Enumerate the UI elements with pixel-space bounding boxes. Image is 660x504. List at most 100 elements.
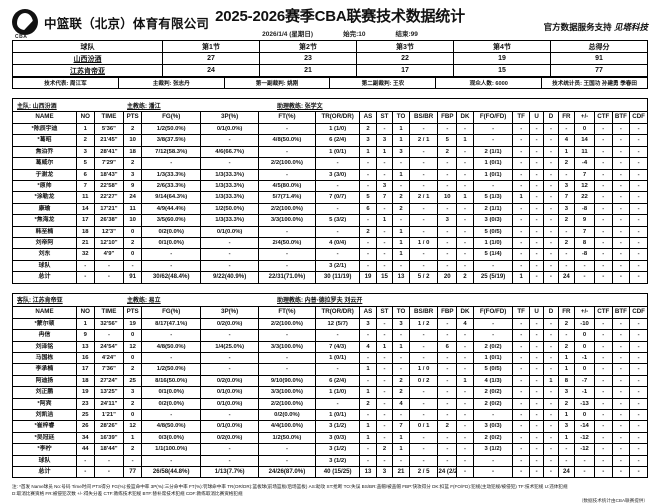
- cell-as: -: [359, 408, 377, 422]
- col-header-name: NAME: [12, 305, 77, 319]
- cell--: 14: [574, 134, 595, 147]
- player-row[interactable]: *阿宾 23 24'11" 2 0/2(0.0%) 0/1(0.0%) 2/2(100.0%…: [12, 397, 648, 410]
- player-row[interactable]: *崔梓睿 26 28'26" 12 4/8(50.0%) 0/1(0.0%) 4/4(100…: [12, 420, 648, 433]
- player-row[interactable]: 韩至楠 18 12'3" 0 0/2(0.0%) 0/1(0.0%) - -2-1- - -5 (…: [12, 225, 648, 239]
- cell-tf: -: [512, 225, 530, 239]
- official-item-1: 主裁判: 张志丹: [117, 77, 225, 89]
- cell-tr-or-dr-: 3 (1/2): [315, 420, 361, 433]
- cell-to: -: [392, 214, 410, 227]
- cell-to: 2: [392, 191, 410, 204]
- cell-dk: -: [456, 420, 474, 433]
- cell-name: *葛昭: [12, 134, 77, 147]
- credit-line: （数据技术统计由CBA联赛提供）: [578, 497, 648, 503]
- col-header--: +/-: [574, 305, 595, 319]
- player-row[interactable]: *葛昭 2 21'45" 10 3/8(37.5%) -4/8(50.0%) 6 (2/4)…: [12, 134, 648, 147]
- cell-name: 刘正鹏: [12, 386, 77, 399]
- total-as: 13: [359, 465, 377, 479]
- cell-dk: 1: [456, 374, 474, 388]
- cell-fr: 8: [557, 374, 576, 388]
- cell-name: 焦泊乔: [12, 145, 77, 159]
- cell-ctf: -: [593, 420, 613, 433]
- player-row[interactable]: 李承楠 17 7'36" 2 1/2(50.0%) - - -1- -1 / 0--5 (0/5…: [12, 363, 648, 376]
- cell-ft-: -: [257, 145, 317, 159]
- player-row[interactable]: *蒙尔顿 1 32'56" 19 8/17(47.1%) 0/2(0.0%) 2/2(100…: [12, 317, 648, 331]
- cell-st: -: [375, 374, 394, 388]
- player-row[interactable]: 球队 - - - - - -3 (2/1) - - - - - - - - - - - - - - -: [12, 259, 648, 273]
- cell-cdf: -: [629, 386, 648, 399]
- cell-u: -: [528, 225, 545, 239]
- player-row[interactable]: 焦泊乔 3 28'41" 18 7/12(58.3%) 4/6(66.7%) -1 (0/1…: [12, 145, 648, 159]
- cell-st: 1: [375, 340, 394, 353]
- cell-3p-: -: [200, 454, 259, 467]
- cell-no: 6: [75, 168, 95, 182]
- cell-btf: -: [611, 134, 631, 147]
- player-row[interactable]: 阿迪扬 18 27'24" 25 8/16(50.0%) 0/2(0.0%) 9/10(90…: [12, 374, 648, 388]
- cell-name: 刘泽铭: [12, 340, 77, 353]
- cell-3p-: 1/3(33.3%): [200, 191, 259, 204]
- player-row[interactable]: 刘帝阿 21 12'10" 2 0/1(0.0%) -2/4(50.0%) 4 (0/4) -…: [12, 237, 648, 250]
- cell-btf: -: [611, 443, 631, 456]
- player-row[interactable]: 刘泽铭 13 24'54" 12 4/8(50.0%) 1/4(25.0%) 3/3(100…: [12, 340, 648, 353]
- player-row[interactable]: 康瑜 14 17'21" 11 4/9(44.4%) 1/2(50.0%) 2/2(100.…: [12, 202, 648, 216]
- cell-name: 冉信: [12, 329, 77, 342]
- col-header-time: TIME: [93, 111, 125, 124]
- player-row[interactable]: 刘凯洁 25 1'21" 0- -0/2(0.0%) 1 (0/1) - - - - - - - - - -1…: [12, 408, 648, 422]
- cell-f-fo-fd-: 2 (1/1): [472, 145, 514, 159]
- player-row[interactable]: *涂勒龙 11 22'27" 24 9/14(64.3%) 1/3(33.3%) 5/7(7…: [12, 191, 648, 204]
- col-header-name: NAME: [12, 111, 77, 124]
- cell-st: -: [375, 363, 394, 376]
- cell-d: -: [543, 237, 559, 250]
- cell-ctf: -: [593, 214, 613, 227]
- cell-tf: -: [512, 214, 530, 227]
- cell--: 9: [574, 214, 595, 227]
- cell-u: -: [528, 397, 545, 410]
- cell-cdf: -: [629, 329, 648, 342]
- cell-fr: 3: [557, 420, 576, 433]
- cell-u: -: [528, 168, 545, 182]
- cell-tr-or-dr-: -: [315, 202, 361, 216]
- cell-3p-: 0/2(0.0%): [200, 317, 259, 331]
- player-row[interactable]: 刘东 32 4'9" 0- - - - - -1- - -5 (1/4) - - - - -8- - -: [12, 248, 648, 261]
- col-header-time: TIME: [93, 305, 125, 319]
- cell-fg-: 8/17(47.1%): [140, 317, 202, 331]
- cell-bs-br: 0 / 1: [408, 420, 439, 433]
- total-as: 19: [359, 271, 377, 284]
- total-st: 15: [375, 271, 394, 284]
- cell-fbp: -: [437, 157, 458, 170]
- cell-pts: 11: [123, 202, 142, 216]
- cell-pts: 0: [123, 329, 142, 342]
- cell-fg-: 3/5(60.0%): [140, 214, 202, 227]
- cell-time: 22'27": [93, 191, 125, 204]
- cell-bs-br: -: [408, 431, 439, 445]
- cell-as: -: [359, 259, 377, 273]
- cell-time: 26'38": [93, 214, 125, 227]
- total-d: -: [543, 465, 559, 479]
- cell-d: 1: [543, 374, 559, 388]
- total-u: -: [528, 271, 545, 284]
- cell-u: -: [528, 214, 545, 227]
- cell-no: 26: [75, 420, 95, 433]
- cell-ctf: -: [593, 145, 613, 159]
- cell-f-fo-fd-: 1 (0/1): [472, 157, 514, 170]
- player-row[interactable]: *焦海龙 17 26'38" 10 3/5(60.0%) 1/3(33.3%) 3/3(10…: [12, 214, 648, 227]
- player-row[interactable]: 马国栋 16 4'24" 0- - -1 (0/1) - - - - - -1 (0/1) - - -1 -1…: [12, 351, 648, 365]
- cell-bs-br: 1 / 0: [408, 363, 439, 376]
- player-row[interactable]: *原帅 7 22'58" 9 2/6(33.3%) 1/3(33.3%) 4/5(80.0%…: [12, 180, 648, 193]
- col-header-tf: TF: [512, 305, 530, 319]
- player-row[interactable]: 球队 - - - - - -3 (1/2) - - - - - - - - - - - - - - -: [12, 454, 648, 467]
- total-no: -: [75, 465, 95, 479]
- cell-name: *李柠: [12, 443, 77, 456]
- cell-f-fo-fd-: 2 (0/2): [472, 431, 514, 445]
- cell-btf: -: [611, 386, 631, 399]
- player-row[interactable]: 葛威尔 5 7'29" 2- -2/2(100.0%) - - - - - - -1 (0/1) - - -…: [12, 157, 648, 170]
- player-row[interactable]: 冉信 9-0- - - - - - - - - - - - - - -0- - -: [12, 329, 648, 342]
- player-row[interactable]: 于澍龙 6 18'43" 3 1/3(33.3%) 1/3(33.3%) -3 (3/0) -…: [12, 168, 648, 182]
- player-row[interactable]: *陈辰宇迪 1 5'36" 2 1/2(50.0%) 0/1(0.0%) -1 (1/0) 2…: [12, 122, 648, 136]
- score-col-header-2: 第2节: [259, 40, 357, 53]
- cell-tr-or-dr-: 1 (1/0): [315, 386, 361, 399]
- player-row[interactable]: 刘正鹏 19 13'25" 3 0/1(0.0%) 0/1(0.0%) 3/3(100.0%…: [12, 386, 648, 399]
- cell-fr: -: [557, 122, 576, 136]
- player-row[interactable]: *吴冠廷 34 16'39" 1 0/3(0.0%) 0/2(0.0%) 1/2(50.0%…: [12, 431, 648, 445]
- cell-ft-: -: [257, 329, 317, 342]
- player-row[interactable]: *李柠 44 18'44" 2 1/1(100.0%) - -3 (1/2) -2 1- - -3 …: [12, 443, 648, 456]
